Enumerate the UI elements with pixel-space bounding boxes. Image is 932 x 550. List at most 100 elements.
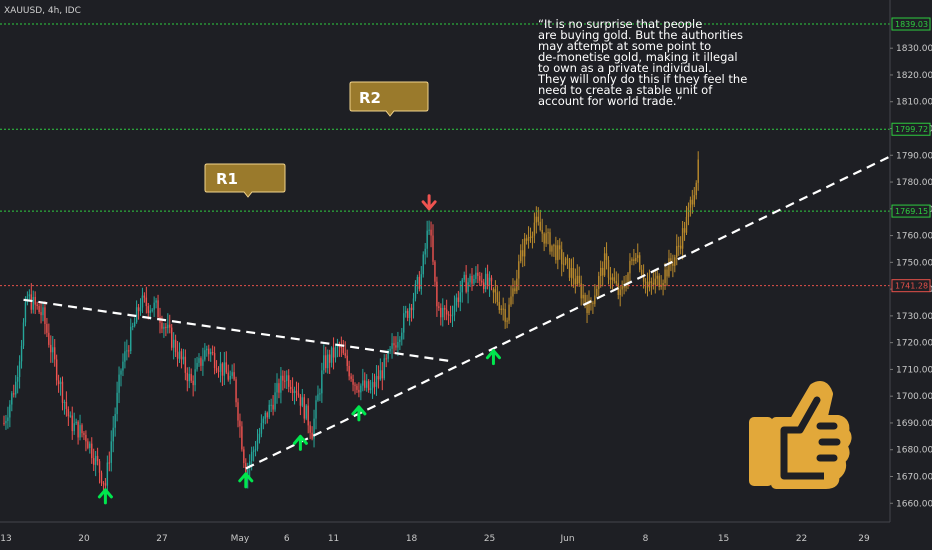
candle-body (50, 344, 52, 353)
candle (54, 339, 56, 367)
candle (141, 287, 144, 314)
projection-candle (564, 256, 567, 266)
x-tick-label: 18 (406, 534, 418, 544)
candle (313, 409, 315, 448)
annotation-r2[interactable]: R2 (349, 81, 429, 117)
badge-bg (891, 17, 931, 31)
candle-body (219, 363, 222, 372)
candle-body (523, 238, 526, 257)
thumbs-up-icon (749, 381, 852, 489)
time-axis[interactable] (0, 522, 932, 550)
candle-body (317, 394, 319, 401)
candle-body (299, 395, 302, 406)
candle (217, 366, 220, 378)
candle-body (217, 370, 220, 372)
candle-body (145, 297, 148, 307)
candle (334, 343, 337, 363)
candle (393, 336, 395, 354)
r1-label: R1 (216, 170, 238, 188)
quote-line: de-monetise gold, making it illegal (538, 50, 738, 64)
candle-body (496, 292, 499, 302)
x-tick-label: 25 (484, 534, 495, 544)
candle-body (54, 347, 56, 360)
candle-body (605, 253, 608, 261)
projection-candle (592, 300, 594, 314)
x-tick-label: 29 (858, 534, 870, 544)
candle-body (87, 441, 89, 448)
projection-candle (523, 232, 526, 267)
candle-body (328, 354, 331, 363)
candle (239, 413, 241, 438)
projection-candle (627, 271, 629, 290)
candle-body (303, 397, 305, 419)
candle (5, 414, 7, 430)
candle-body (679, 245, 682, 249)
candle-body (678, 245, 680, 247)
candle (301, 388, 304, 408)
x-tick-label: 20 (78, 534, 90, 544)
candle (303, 394, 305, 424)
candle-body (588, 300, 590, 313)
candle-body (430, 229, 432, 236)
candle-body (592, 302, 594, 304)
candle (403, 305, 405, 340)
candle (171, 324, 173, 351)
projection-candle (537, 207, 539, 226)
candle-body (221, 363, 224, 376)
candle-body (506, 320, 508, 322)
symbol-label: XAUUSD, 4h, IDC (4, 6, 81, 16)
candle-body (276, 383, 278, 393)
candle (315, 395, 317, 430)
projection-candle (617, 273, 619, 300)
candle-body (399, 339, 401, 343)
candle-body (71, 415, 73, 432)
candle (445, 299, 448, 321)
candle-body (135, 307, 138, 323)
candle (15, 375, 17, 398)
price-axis[interactable] (890, 0, 932, 550)
candle-body (260, 423, 263, 434)
candle-body (194, 369, 196, 386)
candle (397, 331, 399, 357)
candle-body (642, 274, 645, 282)
candle (280, 366, 282, 404)
candle-body (428, 229, 430, 231)
candle (484, 267, 487, 293)
candle (354, 382, 356, 395)
candle-body (539, 221, 541, 231)
candle-body (562, 263, 565, 265)
candle-body (132, 325, 134, 327)
candle (348, 360, 350, 381)
annotation-r1[interactable]: R1 (204, 163, 286, 198)
candle-body (239, 420, 241, 427)
candle-body (366, 381, 368, 388)
candle-body (227, 372, 229, 380)
projection-candle (543, 232, 545, 252)
candle (198, 353, 200, 367)
candle-body (635, 257, 637, 261)
projection-candle (666, 266, 668, 287)
candle-body (514, 288, 516, 292)
candle-body (200, 358, 202, 366)
candle-body (613, 277, 616, 282)
projection-candle (533, 212, 536, 244)
y-tick-label: 1780.00 (896, 178, 932, 188)
level-1741-badge: 1741.28 (891, 279, 931, 293)
projection-candle (580, 275, 582, 306)
candle-body (401, 332, 403, 340)
candle-body (235, 379, 237, 403)
candle (243, 446, 245, 468)
candle-body (270, 404, 272, 406)
candle (26, 291, 29, 306)
descending-trendline[interactable] (23, 298, 453, 363)
candle-body (149, 310, 151, 313)
candle-body (85, 434, 87, 442)
candle (161, 315, 163, 334)
candle (389, 346, 391, 355)
candle-body (61, 381, 64, 403)
ascending-trendline[interactable] (245, 143, 916, 470)
projection-candle (611, 273, 614, 290)
candle-body (346, 355, 348, 366)
candle (319, 388, 321, 402)
